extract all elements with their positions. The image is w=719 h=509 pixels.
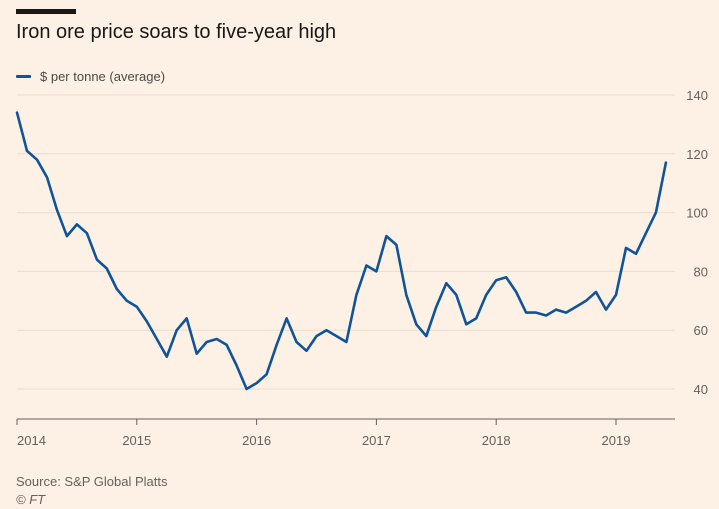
y-tick-label: 80 (694, 264, 708, 279)
series-layer (15, 111, 668, 391)
y-tick-labels: 40 60 80 100 120 140 (686, 88, 708, 397)
series-line (15, 111, 668, 391)
title-accent-bar (16, 9, 76, 14)
legend-label: $ per tonne (average) (40, 69, 166, 84)
x-tick-label: 2014 (17, 433, 46, 448)
axes (16, 418, 675, 425)
x-tick-labels: 2014 2015 2016 2017 2018 2019 (17, 433, 630, 448)
y-tick-label: 60 (694, 323, 708, 338)
x-tick-label: 2018 (482, 433, 511, 448)
y-tick-label: 40 (694, 382, 708, 397)
legend-swatch (16, 75, 31, 78)
chart-title: Iron ore price soars to five-year high (16, 21, 337, 43)
y-tick-label: 100 (686, 206, 708, 221)
x-tick-label: 2017 (362, 433, 391, 448)
x-tick-label: 2015 (122, 433, 151, 448)
y-tick-label: 120 (686, 147, 708, 162)
copyright-note: © FT (16, 492, 46, 507)
x-tick-label: 2019 (602, 433, 631, 448)
grid-lines (17, 94, 675, 390)
y-tick-label: 140 (686, 88, 708, 103)
x-tick-label: 2016 (242, 433, 271, 448)
source-note: Source: S&P Global Platts (16, 474, 168, 489)
legend: $ per tonne (average) (16, 69, 165, 84)
